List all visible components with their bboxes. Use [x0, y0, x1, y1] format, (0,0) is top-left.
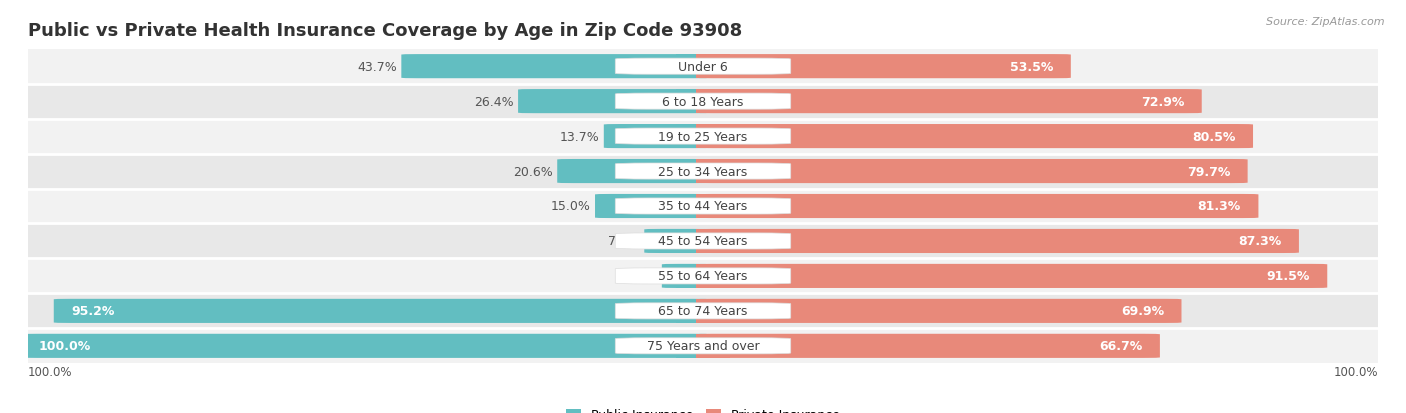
Text: 80.5%: 80.5% [1192, 130, 1236, 143]
Bar [676, 334, 710, 358]
Text: 5.1%: 5.1% [626, 270, 658, 283]
Bar [696, 299, 730, 323]
FancyBboxPatch shape [696, 334, 1160, 358]
Bar [28, 154, 1378, 189]
FancyBboxPatch shape [603, 125, 710, 149]
FancyBboxPatch shape [401, 55, 710, 79]
Text: 91.5%: 91.5% [1267, 270, 1310, 283]
Text: 35 to 44 Years: 35 to 44 Years [658, 200, 748, 213]
Bar [696, 55, 730, 79]
Legend: Public Insurance, Private Insurance: Public Insurance, Private Insurance [561, 404, 845, 413]
Bar [28, 84, 1378, 119]
FancyBboxPatch shape [616, 94, 790, 110]
Bar [696, 195, 730, 218]
FancyBboxPatch shape [696, 90, 1202, 114]
Bar [676, 55, 710, 79]
Text: 75 Years and over: 75 Years and over [647, 339, 759, 352]
Text: 100.0%: 100.0% [39, 339, 91, 352]
Text: 6 to 18 Years: 6 to 18 Years [662, 95, 744, 108]
Text: 55 to 64 Years: 55 to 64 Years [658, 270, 748, 283]
FancyBboxPatch shape [21, 334, 710, 358]
FancyBboxPatch shape [595, 195, 710, 218]
Text: 69.9%: 69.9% [1121, 305, 1164, 318]
FancyBboxPatch shape [557, 159, 710, 184]
FancyBboxPatch shape [616, 59, 790, 75]
Bar [676, 125, 710, 149]
Text: 13.7%: 13.7% [560, 130, 600, 143]
Text: 26.4%: 26.4% [474, 95, 515, 108]
FancyBboxPatch shape [616, 303, 790, 319]
Bar [696, 160, 730, 183]
FancyBboxPatch shape [644, 229, 710, 254]
Bar [28, 50, 1378, 84]
FancyBboxPatch shape [53, 299, 710, 323]
FancyBboxPatch shape [696, 125, 1253, 149]
FancyBboxPatch shape [696, 55, 1071, 79]
FancyBboxPatch shape [616, 199, 790, 214]
FancyBboxPatch shape [696, 299, 1181, 323]
Text: 65 to 74 Years: 65 to 74 Years [658, 305, 748, 318]
Bar [696, 125, 730, 149]
Text: 20.6%: 20.6% [513, 165, 553, 178]
Text: 7.7%: 7.7% [609, 235, 640, 248]
FancyBboxPatch shape [517, 90, 710, 114]
Text: 19 to 25 Years: 19 to 25 Years [658, 130, 748, 143]
FancyBboxPatch shape [616, 164, 790, 180]
FancyBboxPatch shape [696, 264, 1327, 288]
Text: Source: ZipAtlas.com: Source: ZipAtlas.com [1267, 17, 1385, 26]
Text: 43.7%: 43.7% [357, 61, 398, 74]
Bar [696, 334, 730, 358]
Text: 25 to 34 Years: 25 to 34 Years [658, 165, 748, 178]
FancyBboxPatch shape [616, 129, 790, 145]
Bar [28, 329, 1378, 363]
Text: 87.3%: 87.3% [1239, 235, 1281, 248]
Bar [28, 294, 1378, 329]
FancyBboxPatch shape [662, 264, 710, 288]
Bar [28, 224, 1378, 259]
Bar [676, 264, 710, 288]
Text: 45 to 54 Years: 45 to 54 Years [658, 235, 748, 248]
Text: 66.7%: 66.7% [1099, 339, 1142, 352]
FancyBboxPatch shape [616, 233, 790, 249]
Bar [676, 230, 710, 253]
Text: 81.3%: 81.3% [1198, 200, 1241, 213]
FancyBboxPatch shape [696, 229, 1299, 254]
Bar [676, 195, 710, 218]
Text: Public vs Private Health Insurance Coverage by Age in Zip Code 93908: Public vs Private Health Insurance Cover… [28, 22, 742, 40]
FancyBboxPatch shape [696, 159, 1247, 184]
Text: 53.5%: 53.5% [1010, 61, 1053, 74]
Bar [28, 119, 1378, 154]
Bar [676, 90, 710, 114]
Text: 100.0%: 100.0% [1333, 365, 1378, 377]
Bar [696, 230, 730, 253]
Bar [676, 160, 710, 183]
Text: 95.2%: 95.2% [72, 305, 115, 318]
Text: 100.0%: 100.0% [28, 365, 73, 377]
Text: 72.9%: 72.9% [1140, 95, 1184, 108]
FancyBboxPatch shape [696, 195, 1258, 218]
Bar [696, 90, 730, 114]
Bar [28, 259, 1378, 294]
FancyBboxPatch shape [616, 268, 790, 284]
Bar [696, 264, 730, 288]
Text: 15.0%: 15.0% [551, 200, 591, 213]
Text: 79.7%: 79.7% [1187, 165, 1230, 178]
Text: Under 6: Under 6 [678, 61, 728, 74]
Bar [676, 299, 710, 323]
Bar [28, 189, 1378, 224]
FancyBboxPatch shape [616, 338, 790, 354]
